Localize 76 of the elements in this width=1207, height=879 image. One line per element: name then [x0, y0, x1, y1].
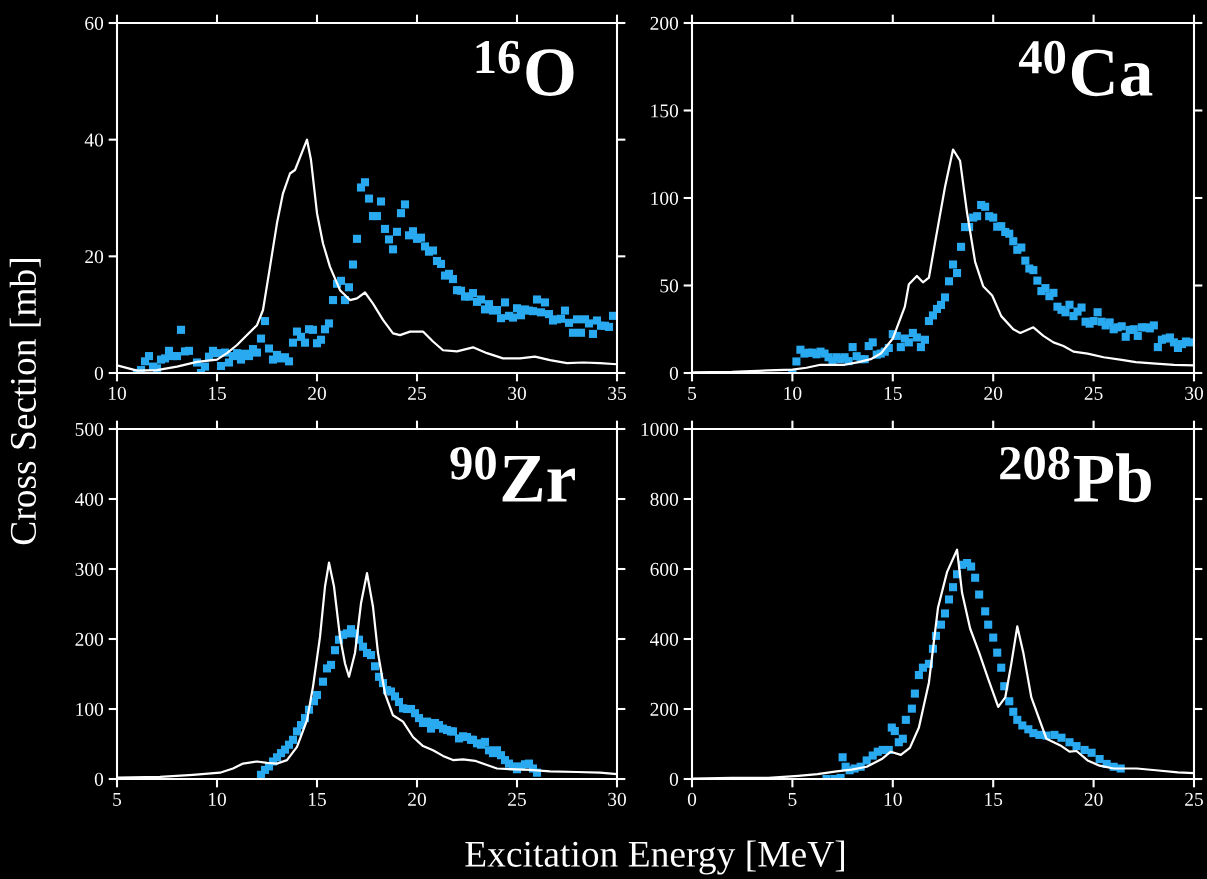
x-tick-label: 15 — [985, 792, 1003, 806]
y-tick-label: 200 — [650, 16, 679, 30]
x-tick-label: 20 — [408, 792, 426, 806]
y-tick-label: 200 — [650, 702, 679, 716]
x-tick-label: 15 — [884, 386, 902, 400]
y-tick-label: 400 — [650, 632, 679, 646]
point — [890, 727, 899, 736]
annotation: $^{208}$Pb — [1000, 446, 1151, 503]
y-tick-label: 800 — [650, 492, 679, 506]
y-tick-label: 100 — [651, 191, 679, 205]
annotation: $^{16}$O — [476, 40, 574, 97]
point — [898, 734, 907, 743]
point — [1005, 697, 1014, 706]
point — [914, 671, 923, 680]
x-tick-label: 10 — [784, 386, 802, 400]
point — [1057, 733, 1066, 742]
y-tick-label: 1000 — [641, 422, 679, 436]
y-tick-label: 200 — [75, 632, 104, 646]
point — [1009, 707, 1018, 716]
x-tick-label: 15 — [208, 386, 226, 400]
point — [910, 689, 919, 698]
annotation: $^{40}$Ca — [1018, 40, 1153, 97]
point — [971, 573, 980, 582]
y-axis-title: Cross Section [mb] — [9, 259, 41, 545]
x-tick-label: 30 — [1185, 386, 1203, 400]
y-tick-label: 100 — [76, 702, 104, 716]
point — [997, 663, 1006, 672]
x-tick-label: 5 — [788, 792, 797, 806]
x-tick-label: 10 — [208, 792, 226, 806]
point — [981, 607, 990, 616]
x-tick-label: 10 — [108, 386, 126, 400]
x-tick-label: 30 — [608, 792, 626, 806]
y-tick-label: 20 — [85, 250, 104, 264]
point — [940, 609, 950, 618]
x-tick-label: 5 — [113, 792, 122, 806]
y-tick-label: 50 — [660, 279, 679, 293]
x-tick-label: 20 — [1084, 792, 1103, 806]
x-tick-label: 15 — [308, 792, 326, 806]
y-tick-label: 0 — [94, 772, 104, 786]
y-tick-label: 300 — [75, 562, 104, 576]
x-tick-label: 10 — [884, 792, 902, 806]
point — [936, 620, 946, 629]
point — [1087, 748, 1096, 757]
point — [975, 590, 984, 599]
x-tick-label: 25 — [508, 792, 526, 806]
x-tick-label: 35 — [608, 386, 626, 400]
x-tick-label: 30 — [508, 386, 526, 400]
point — [993, 648, 1002, 657]
y-tick-label: 150 — [651, 104, 679, 118]
x-tick-label: 25 — [1185, 792, 1203, 806]
annotation: $^{90}$Zr — [450, 446, 575, 502]
x-tick-label: 5 — [688, 386, 697, 400]
y-tick-label: 40 — [84, 133, 104, 147]
x-tick-label: 20 — [984, 386, 1003, 400]
x-tick-label: 20 — [308, 386, 326, 400]
y-tick-label: 60 — [85, 16, 104, 30]
y-tick-label: 600 — [650, 562, 679, 576]
point — [967, 562, 976, 571]
y-tick-label: 0 — [94, 366, 104, 380]
point — [1072, 742, 1081, 751]
point — [944, 595, 954, 604]
y-tick-label: 400 — [75, 492, 104, 506]
x-tick-label: 25 — [408, 386, 426, 400]
point — [838, 753, 847, 762]
x-tick-label: 0 — [687, 792, 697, 806]
x-axis-title: Excitation Energy [MeV] — [465, 840, 844, 875]
point — [948, 583, 958, 592]
y-tick-label: 0 — [669, 772, 679, 786]
point — [907, 704, 916, 713]
y-tick-label: 500 — [75, 422, 104, 436]
point — [1095, 755, 1104, 764]
y-tick-label: 0 — [669, 366, 679, 380]
point — [989, 633, 998, 642]
point — [901, 715, 910, 724]
point — [984, 620, 993, 629]
x-tick-label: 25 — [1084, 386, 1103, 400]
